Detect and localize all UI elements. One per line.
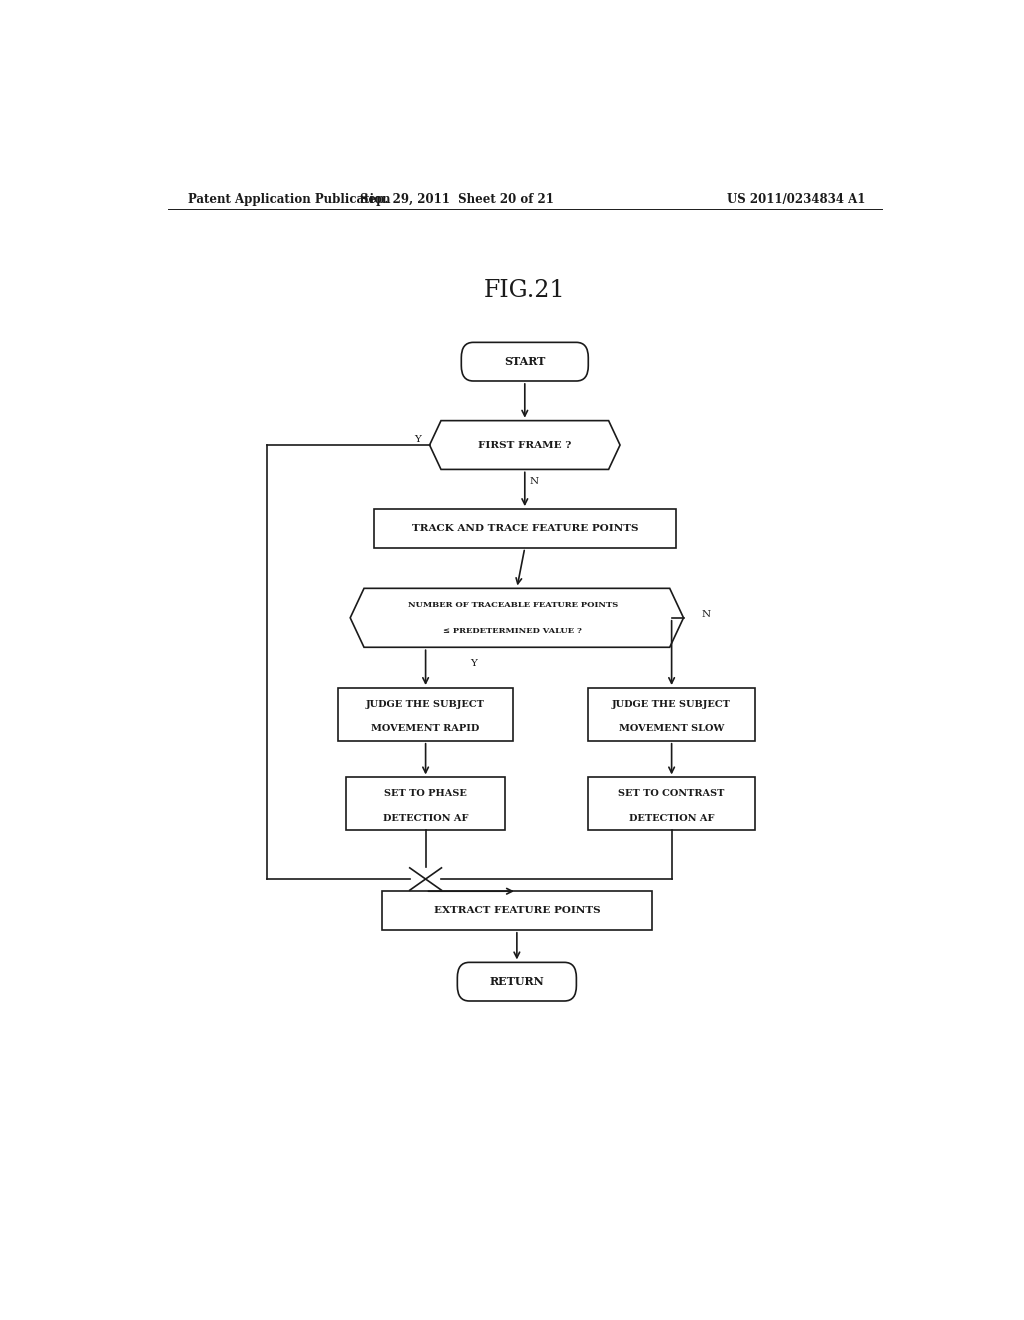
Bar <box>382 891 651 929</box>
Text: SET TO CONTRAST: SET TO CONTRAST <box>618 789 725 799</box>
Text: JUDGE THE SUBJECT: JUDGE THE SUBJECT <box>612 700 731 709</box>
Bar <box>338 688 513 741</box>
Polygon shape <box>350 589 684 647</box>
Bar <box>346 777 505 830</box>
Text: Patent Application Publication: Patent Application Publication <box>187 193 390 206</box>
Text: JUDGE THE SUBJECT: JUDGE THE SUBJECT <box>367 700 485 709</box>
Text: N: N <box>529 477 539 486</box>
Text: NUMBER OF TRACEABLE FEATURE POINTS: NUMBER OF TRACEABLE FEATURE POINTS <box>408 601 618 609</box>
Text: FIG.21: FIG.21 <box>484 279 565 302</box>
Bar <box>588 777 755 830</box>
Text: N: N <box>701 610 711 619</box>
Text: MOVEMENT SLOW: MOVEMENT SLOW <box>618 725 724 733</box>
Bar <box>588 688 755 741</box>
Text: ≤ PREDETERMINED VALUE ?: ≤ PREDETERMINED VALUE ? <box>443 627 583 635</box>
FancyBboxPatch shape <box>461 342 588 381</box>
FancyBboxPatch shape <box>458 962 577 1001</box>
Text: Sep. 29, 2011  Sheet 20 of 21: Sep. 29, 2011 Sheet 20 of 21 <box>360 193 554 206</box>
Text: START: START <box>504 356 546 367</box>
Text: MOVEMENT RAPID: MOVEMENT RAPID <box>372 725 479 733</box>
Bar <box>374 510 676 548</box>
Text: EXTRACT FEATURE POINTS: EXTRACT FEATURE POINTS <box>433 906 600 915</box>
Polygon shape <box>430 421 620 470</box>
Text: FIRST FRAME ?: FIRST FRAME ? <box>478 441 571 450</box>
Text: DETECTION AF: DETECTION AF <box>383 813 468 822</box>
Text: TRACK AND TRACE FEATURE POINTS: TRACK AND TRACE FEATURE POINTS <box>412 524 638 533</box>
Text: SET TO PHASE: SET TO PHASE <box>384 789 467 799</box>
Text: Y: Y <box>414 436 421 445</box>
Text: RETURN: RETURN <box>489 977 544 987</box>
Text: DETECTION AF: DETECTION AF <box>629 813 715 822</box>
Text: US 2011/0234834 A1: US 2011/0234834 A1 <box>727 193 865 206</box>
Text: Y: Y <box>470 659 476 668</box>
